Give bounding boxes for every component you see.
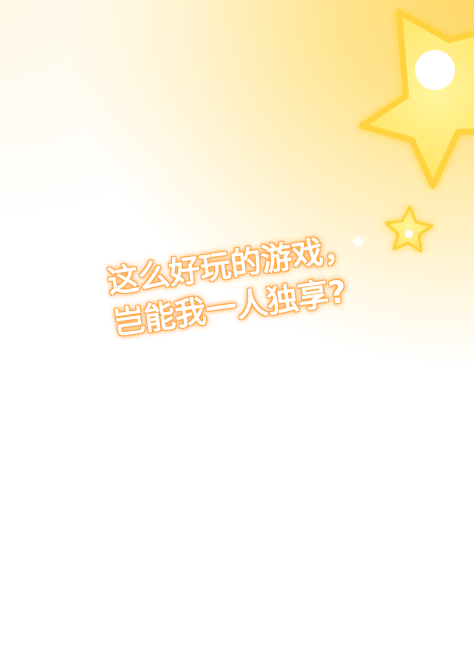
sparkle-icon [351, 234, 365, 248]
small-star-icon [384, 205, 434, 253]
big-star-icon [359, 9, 474, 189]
